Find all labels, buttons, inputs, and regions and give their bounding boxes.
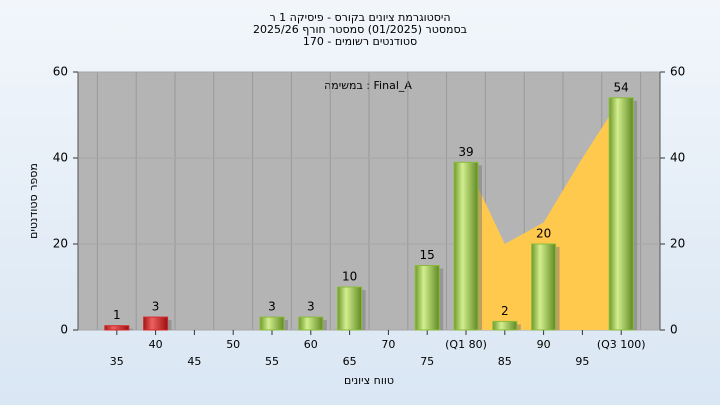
value-label: 54 (614, 80, 629, 94)
x-tick-label: 65 (343, 355, 357, 368)
value-label: 39 (458, 145, 473, 159)
bar (531, 243, 557, 331)
y-tick-label: 20 (53, 237, 68, 251)
value-label: 3 (307, 300, 315, 314)
bar (104, 325, 130, 331)
bar (337, 286, 363, 331)
x-tick-label: (Q1 80) (445, 338, 487, 351)
x-tick-label: 55 (265, 355, 279, 368)
y2-tick-label: 40 (670, 151, 685, 165)
value-label: 2 (501, 304, 509, 318)
value-label: 3 (268, 300, 276, 314)
annotation: במשימה : Final_A (324, 79, 412, 92)
value-label: 20 (536, 227, 551, 241)
x-tick-label: 85 (498, 355, 512, 368)
x-axis-label: טווח ציונים (344, 374, 394, 387)
x-tick-label: 35 (110, 355, 124, 368)
x-tick-label: 95 (575, 355, 589, 368)
bar (414, 265, 440, 331)
x-tick-label: 60 (304, 338, 318, 351)
chart-title: היסטוגרמת ציונים בקורס - פיסיקה 1 ר (269, 11, 450, 24)
x-tick-label: 70 (381, 338, 395, 351)
y-tick-label: 60 (53, 65, 68, 79)
x-tick-label: (Q3 100) (597, 338, 646, 351)
area (466, 97, 622, 330)
y2-tick-label: 20 (670, 237, 685, 251)
chart-subtitle: סטודנטים רשומים - 170 (303, 35, 417, 48)
x-tick-label: 75 (420, 355, 434, 368)
x-tick-label: 90 (537, 338, 551, 351)
bar (143, 316, 169, 331)
chart-subtitle: בסמסטר (01/2025) סמסטר חורף 2025/26 (253, 23, 467, 36)
y-tick-label: 40 (53, 151, 68, 165)
bar (298, 316, 324, 331)
y-axis-label: מספר סטודנטים (27, 163, 40, 239)
value-label: 10 (342, 270, 357, 284)
x-tick-label: 50 (226, 338, 240, 351)
y-tick-label: 0 (60, 323, 68, 337)
y2-tick-label: 0 (670, 323, 678, 337)
bar (608, 97, 634, 331)
value-label: 3 (152, 300, 160, 314)
bar (259, 316, 285, 331)
bar (453, 161, 479, 331)
x-tick-label: 40 (149, 338, 163, 351)
x-tick-label: 45 (187, 355, 201, 368)
value-label: 1 (113, 308, 121, 322)
bar (492, 320, 518, 331)
value-label: 15 (420, 248, 435, 262)
y2-tick-label: 60 (670, 65, 685, 79)
